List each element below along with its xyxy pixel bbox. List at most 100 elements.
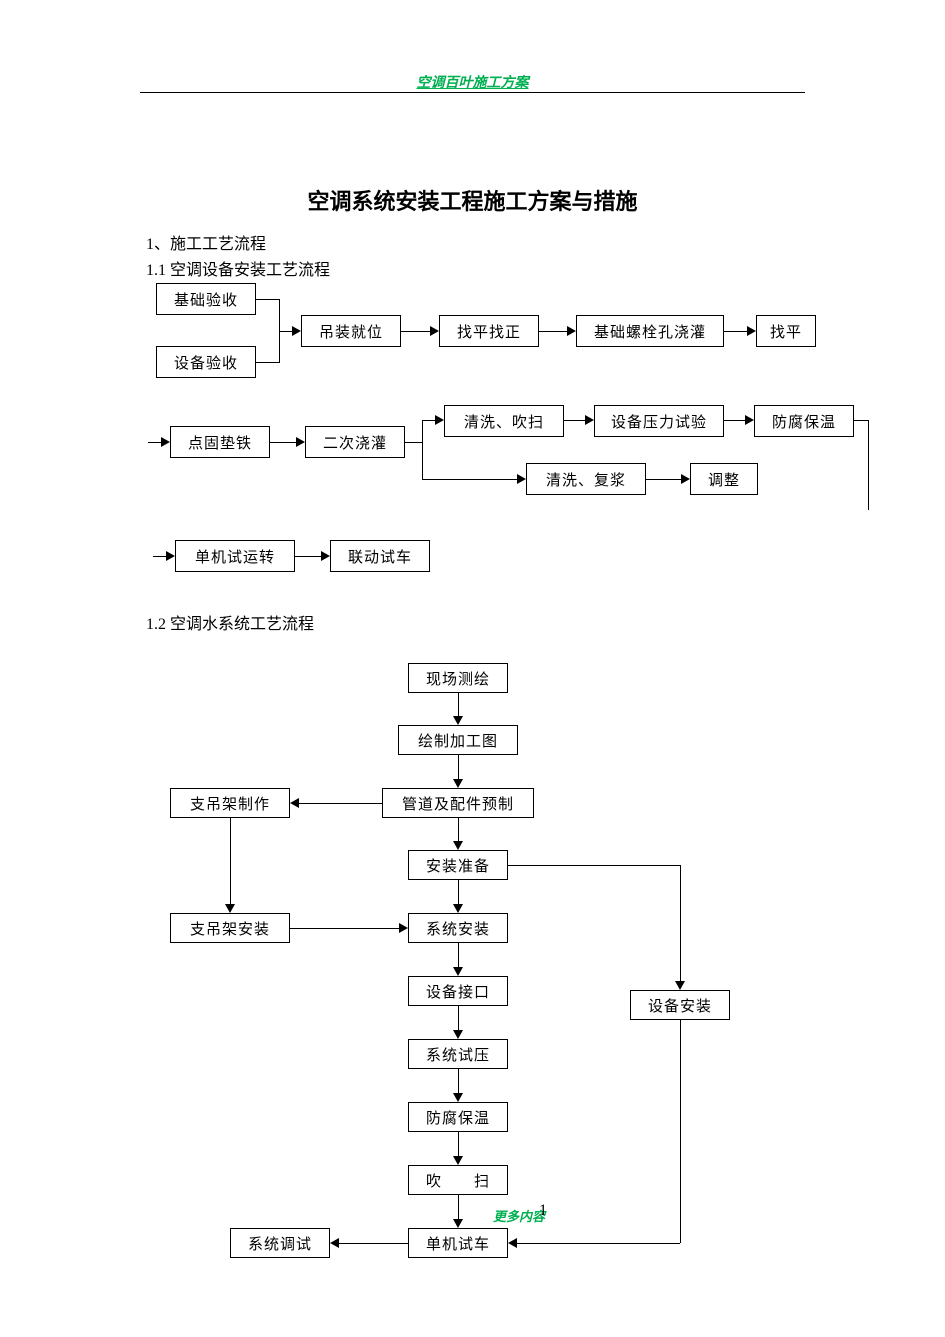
document-title: 空调系统安装工程施工方案与措施: [0, 184, 945, 216]
flow1-node-equipment-accept: 设备验收: [156, 346, 256, 378]
flow2-node-hanger-install: 支吊架安装: [170, 913, 290, 943]
arrowhead-icon: [453, 841, 463, 850]
flow1-node-fix-pad: 点固垫铁: [170, 426, 270, 458]
flow1-node-anticorrosion: 防腐保温: [754, 405, 854, 437]
edge: [458, 693, 459, 717]
edge: [680, 1020, 681, 1243]
page-header: 空调百叶施工方案: [0, 72, 945, 92]
edge: [458, 943, 459, 968]
flow2-node-hanger-make: 支吊架制作: [170, 788, 290, 818]
edge: [148, 442, 162, 443]
flow1-node-clean-regrout: 清洗、复浆: [526, 463, 646, 495]
edge: [270, 442, 297, 443]
flow2-node-anticorrosion: 防腐保温: [408, 1102, 508, 1132]
page-number: 1: [539, 1202, 547, 1220]
flow1-node-hoist: 吊装就位: [301, 315, 401, 347]
edge: [339, 1243, 408, 1244]
arrowhead-icon: [161, 437, 170, 447]
edge: [458, 1069, 459, 1094]
flow1-node-level: 找平: [756, 315, 816, 347]
arrowhead-icon: [296, 437, 305, 447]
flow2-node-system-debug: 系统调试: [230, 1228, 330, 1258]
arrowhead-icon: [517, 474, 526, 484]
arrowhead-icon: [745, 415, 754, 425]
edge: [153, 556, 167, 557]
header-rule: [140, 92, 805, 93]
arrowhead-icon: [585, 415, 594, 425]
arrowhead-icon: [453, 716, 463, 725]
arrowhead-icon: [453, 1030, 463, 1039]
edge: [724, 420, 746, 421]
edge: [680, 865, 681, 982]
flow1-node-adjust: 调整: [690, 463, 758, 495]
edge: [405, 442, 422, 443]
arrowhead-icon: [453, 1219, 463, 1228]
arrowhead-icon: [675, 981, 685, 990]
flow1-node-level-align: 找平找正: [439, 315, 539, 347]
edge: [458, 755, 459, 780]
edge: [458, 818, 459, 842]
arrowhead-icon: [321, 551, 330, 561]
arrowhead-icon: [430, 326, 439, 336]
edge: [646, 479, 682, 480]
section-1-2: 1.2 空调水系统工艺流程: [146, 610, 314, 634]
edge: [854, 420, 868, 421]
section-1: 1、施工工艺流程: [146, 230, 266, 254]
flow2-node-equipment-install: 设备安装: [630, 990, 730, 1020]
edge: [868, 420, 869, 510]
arrowhead-icon: [453, 967, 463, 976]
flow1-node-pressure-test: 设备压力试验: [594, 405, 724, 437]
flow2-node-equipment-interface: 设备接口: [408, 976, 508, 1006]
arrowhead-icon: [747, 326, 756, 336]
arrowhead-icon: [567, 326, 576, 336]
edge: [422, 420, 423, 480]
section-1-1: 1.1 空调设备安装工艺流程: [146, 256, 330, 280]
arrowhead-icon: [453, 1093, 463, 1102]
arrowhead-icon: [292, 326, 301, 336]
edge: [458, 1132, 459, 1157]
edge: [256, 362, 279, 363]
edge: [279, 331, 293, 332]
flow1-node-link-test: 联动试车: [330, 540, 430, 572]
arrowhead-icon: [508, 1238, 517, 1248]
edge: [458, 1006, 459, 1031]
arrowhead-icon: [453, 1156, 463, 1165]
flow2-node-system-install: 系统安装: [408, 913, 508, 943]
flow1-node-second-grout: 二次浇灌: [305, 426, 405, 458]
edge: [422, 479, 518, 480]
flow2-node-prefab: 管道及配件预制: [382, 788, 534, 818]
edge: [517, 1243, 680, 1244]
edge: [422, 420, 436, 421]
footer-text: 更多内容: [493, 1206, 545, 1225]
edge: [256, 299, 279, 300]
arrowhead-icon: [330, 1238, 339, 1248]
flow2-node-pressure-test: 系统试压: [408, 1039, 508, 1069]
flow2-node-install-prep: 安装准备: [408, 850, 508, 880]
flow2-node-single-test: 单机试车: [408, 1228, 508, 1258]
flow1-node-single-test: 单机试运转: [175, 540, 295, 572]
edge: [290, 928, 400, 929]
flow1-node-foundation-accept: 基础验收: [156, 283, 256, 315]
flow2-node-site-survey: 现场测绘: [408, 663, 508, 693]
edge: [299, 803, 382, 804]
arrowhead-icon: [399, 923, 408, 933]
arrowhead-icon: [453, 904, 463, 913]
edge: [458, 880, 459, 905]
edge: [508, 865, 680, 866]
edge: [564, 420, 586, 421]
arrowhead-icon: [225, 904, 235, 913]
arrowhead-icon: [681, 474, 690, 484]
arrowhead-icon: [166, 551, 175, 561]
flow2-node-draw: 绘制加工图: [398, 725, 518, 755]
arrowhead-icon: [435, 415, 444, 425]
edge: [724, 331, 748, 332]
edge: [230, 818, 231, 905]
flow1-node-clean-blow: 清洗、吹扫: [444, 405, 564, 437]
flow1-node-bolt-grout: 基础螺栓孔浇灌: [576, 315, 724, 347]
document-page: 空调百叶施工方案 空调系统安装工程施工方案与措施 1、施工工艺流程 1.1 空调…: [0, 0, 945, 1337]
flow2-node-blow: 吹 扫: [408, 1165, 508, 1195]
edge: [295, 556, 322, 557]
edge: [539, 331, 568, 332]
edge: [458, 1195, 459, 1220]
edge: [401, 331, 431, 332]
